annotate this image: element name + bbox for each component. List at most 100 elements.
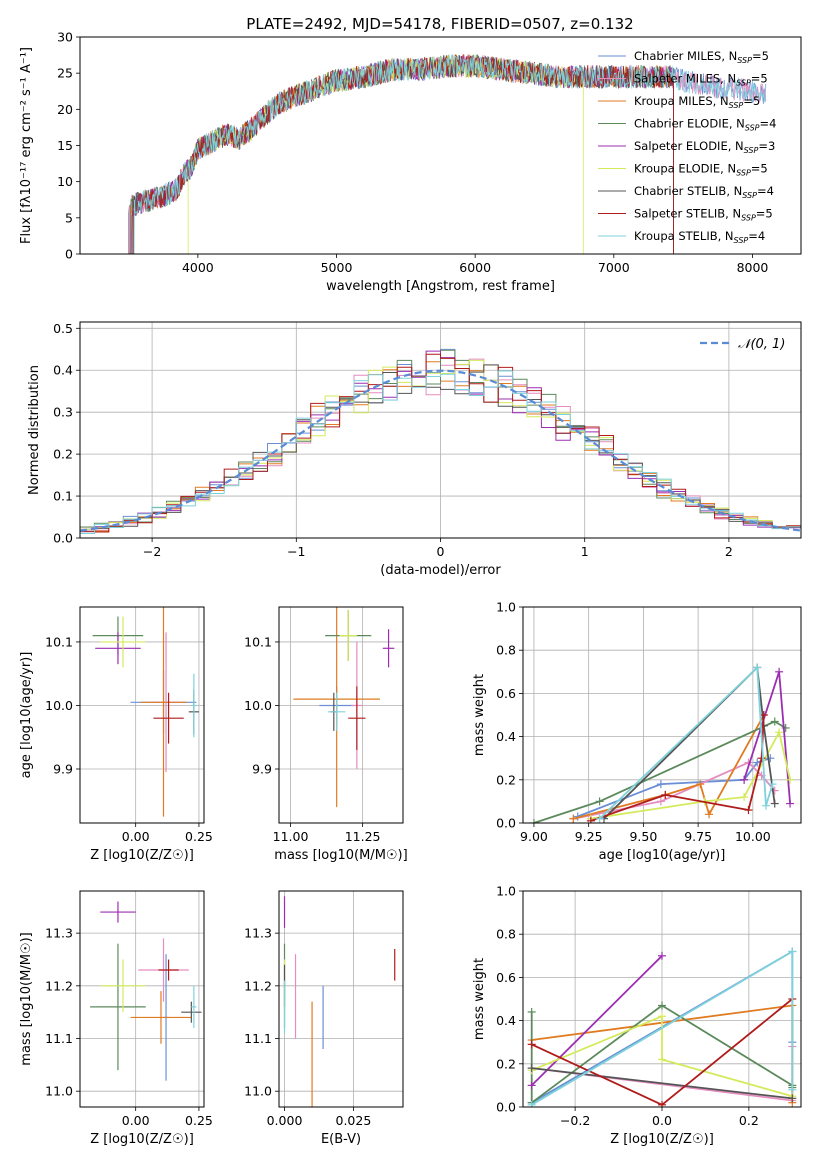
y-tick-label: 0.0: [53, 531, 73, 546]
grid: [523, 606, 801, 824]
x-tick-label: 4000: [182, 260, 214, 275]
grid: [279, 891, 403, 1107]
grid: [80, 891, 204, 1107]
x-tick-label: 9.25: [575, 829, 603, 844]
point-salpeter-stelib: [158, 959, 179, 981]
axes-frame: [278, 890, 404, 1108]
grid: [279, 607, 403, 823]
weight-marker: [527, 1100, 536, 1107]
weight-line-kroupa-elodie: [531, 1015, 793, 1098]
y-tick-label: 11.3: [244, 926, 272, 941]
x-axis-label: age [log10(age/yr)]: [599, 848, 726, 863]
x-tick-label: 9.00: [520, 829, 548, 844]
legend-entry: Kroupa ELODIE, NSSP=5: [634, 162, 768, 178]
x-tick-label: 0.0: [652, 1113, 672, 1128]
weight-marker: [586, 816, 595, 823]
weight-marker: [786, 799, 795, 808]
panel-age_vs_Z: 0.00 0.25 9.9 10.0 10.1 Z [log10(Z/Z☉)] age [l…: [19, 606, 213, 863]
axes-frame: [79, 606, 205, 824]
y-tick-label: 0.4: [496, 1013, 516, 1028]
y-tick-label: 0.1: [53, 489, 73, 504]
x-tick-label: 9.50: [629, 829, 657, 844]
weight-marker: [658, 1100, 666, 1107]
x-tick-label: 0.000: [267, 1113, 303, 1128]
axes-frame: [79, 36, 802, 255]
y-tick-label: 10: [57, 174, 73, 189]
x-tick-label: 8000: [737, 260, 769, 275]
x-axis-label: (data-model)/error: [380, 563, 501, 578]
plot-area: [92, 607, 199, 817]
weight-line-chabrier-stelib: [531, 1067, 793, 1100]
panel-age_vs_mass: 11.00 11.25 9.9 10.0 10.1 mass [log10(M/M☉)]: [244, 606, 408, 863]
point-salpeter-elodie: [100, 901, 136, 923]
x-tick-label: 0.25: [185, 829, 213, 844]
weight-marker: [527, 1007, 536, 1016]
legend: 𝒩(0, 1): [700, 337, 785, 352]
axes-frame: [522, 890, 802, 1108]
point-kroupa-elodie: [339, 610, 357, 661]
x-tick-label: 11.00: [273, 829, 309, 844]
histogram-salpeter-stelib: [80, 353, 801, 538]
y-tick-label: 9.9: [252, 762, 272, 777]
plot-area: [527, 947, 797, 1107]
x-tick-label: 7000: [598, 260, 630, 275]
weight-marker: [595, 814, 604, 823]
weight-marker: [569, 814, 578, 823]
weight-marker: [705, 810, 714, 819]
ticks: 0.000 0.025 11.0 11.1 11.2 11.3: [244, 926, 371, 1128]
x-tick-label: 1: [581, 544, 589, 559]
y-tick-label: 11.1: [45, 1031, 73, 1046]
point-kroupa-miles: [140, 607, 187, 817]
point-salpeter-elodie: [95, 632, 141, 665]
weight-line-chabrier-elodie: [533, 720, 787, 823]
y-tick-label: 0.2: [496, 1056, 516, 1071]
legend-entry: Salpeter ELODIE, NSSP=3: [634, 139, 775, 155]
legend: Chabrier MILES, NSSP=5 Salpeter MILES, NS…: [598, 49, 776, 245]
weight-marker: [656, 780, 665, 789]
x-tick-label: −0.2: [560, 1113, 590, 1128]
y-tick-label: 0.8: [496, 927, 516, 942]
plot-area: [90, 901, 202, 1081]
x-tick-label: 0.025: [336, 1113, 372, 1128]
x-axis-label: Z [log10(Z/Z☉)]: [610, 1132, 714, 1147]
point-kroupa-stelib: [328, 692, 346, 731]
histogram-kroupa-stelib: [80, 370, 801, 538]
weight-marker: [786, 775, 795, 784]
y-tick-label: 11.2: [244, 978, 272, 993]
x-axis-label: mass [log10(M/M☉)]: [274, 848, 407, 863]
panel-mass_vs_EBV: 0.000 0.025 11.0 11.1 11.2 11.3 E(B-V): [244, 890, 404, 1147]
point-salpeter-elodie: [382, 629, 395, 668]
weight-marker: [788, 1094, 797, 1103]
x-tick-label: 11.25: [345, 829, 381, 844]
point-chabrier-elodie: [90, 943, 146, 1071]
x-axis-label: wavelength [Angstrom, rest frame]: [326, 279, 555, 294]
x-tick-label: 6000: [459, 260, 491, 275]
ticks: 0.00 0.25 9.9 10.0 10.1: [45, 634, 213, 844]
x-tick-label: 0.00: [122, 829, 150, 844]
weight-marker: [595, 797, 604, 806]
y-tick-label: 11.3: [45, 926, 73, 941]
weight-line-kroupa-stelib: [598, 666, 774, 820]
point-kroupa-miles: [130, 991, 192, 1044]
normal-curve: [80, 369, 801, 532]
x-axis-label: Z [log10(Z/Z☉)]: [90, 1132, 194, 1147]
y-tick-label: 25: [57, 66, 73, 81]
axes-frame: [278, 606, 404, 824]
y-axis-label: age [log10(age/yr)]: [19, 652, 34, 779]
point-salpeter-stelib: [153, 692, 184, 744]
legend-entry: Kroupa MILES, NSSP=5: [634, 94, 760, 110]
y-tick-label: 0.6: [496, 686, 516, 701]
ticks: 11.00 11.25 9.9 10.0 10.1: [244, 634, 380, 844]
y-tick-label: 0.4: [53, 363, 73, 378]
weight-marker: [740, 793, 749, 802]
ticks: 4000 5000 6000 7000 8000 0 5 10 15 20 25 30: [57, 30, 768, 276]
weight-marker: [658, 1001, 666, 1010]
y-tick-label: 11.1: [244, 1031, 272, 1046]
weight-marker: [740, 775, 749, 784]
legend-entry: 𝒩(0, 1): [738, 337, 785, 352]
y-tick-label: 11.0: [244, 1084, 272, 1099]
weight-line-salpeter-elodie: [531, 955, 663, 1087]
plot-area: [283, 896, 396, 1107]
y-tick-label: 10.1: [45, 634, 73, 649]
